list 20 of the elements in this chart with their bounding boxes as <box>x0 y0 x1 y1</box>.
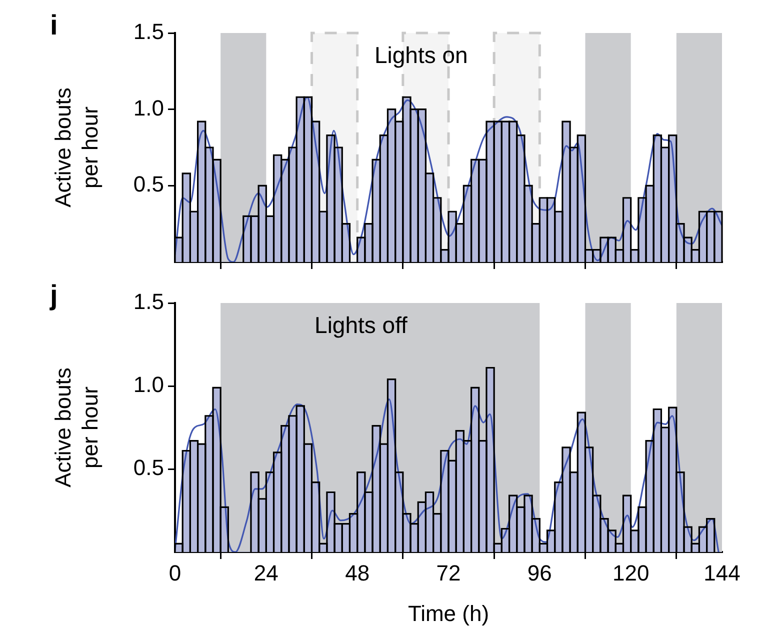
chart-title: j <box>49 280 58 311</box>
y-tick-label: 1.0 <box>133 372 164 398</box>
y-axis-title: Active bouts per hour <box>50 368 103 488</box>
x-tick-label: 72 <box>436 560 461 586</box>
x-tick-label: 144 <box>704 560 740 586</box>
y-axis-title: Active bouts per hour <box>50 88 103 208</box>
chart-title: i <box>50 10 58 41</box>
y-tick-label: 0.5 <box>133 455 164 480</box>
x-tick-label: 0 <box>168 560 182 586</box>
y-tick-label: 1.5 <box>133 19 164 44</box>
x-tick-label: 120 <box>612 560 650 586</box>
annotation: Lights off <box>314 312 408 338</box>
x-tick-label: 48 <box>345 560 370 586</box>
y-tick-label: 1.0 <box>133 95 164 120</box>
annotation: Lights on <box>374 42 468 68</box>
x-axis-title: Time (h) <box>408 600 490 626</box>
x-tick-label: 96 <box>527 560 552 586</box>
y-tick-label: 0.5 <box>133 172 164 197</box>
x-tick-label: 24 <box>254 560 278 586</box>
y-tick-label: 1.5 <box>133 289 164 314</box>
